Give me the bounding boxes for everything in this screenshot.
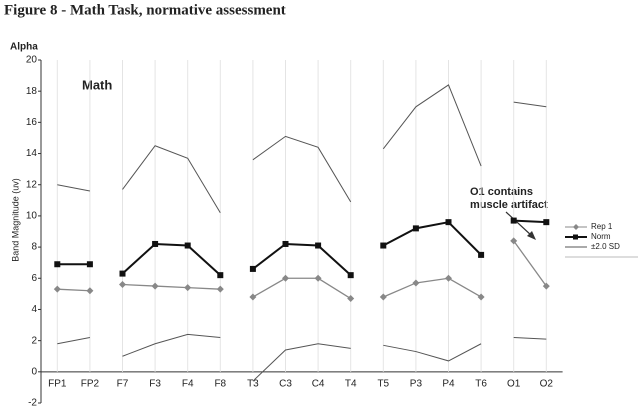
y-tick-label: 2 (31, 335, 37, 346)
marker (315, 242, 322, 249)
x-tick-label: T4 (345, 378, 357, 389)
series-line (252, 242, 352, 276)
marker (151, 282, 159, 290)
legend-marker (573, 224, 579, 230)
series-line (382, 221, 482, 256)
x-tick-label: F7 (117, 378, 129, 389)
subtitle: Math (82, 77, 112, 92)
legend-label: Rep 1 (591, 222, 613, 231)
sd-upper-line (252, 135, 352, 203)
marker (217, 272, 224, 279)
marker (477, 293, 485, 301)
x-tick-label: P3 (410, 378, 423, 389)
marker (86, 261, 93, 268)
marker (380, 242, 387, 249)
marker (216, 285, 224, 293)
marker (445, 219, 452, 226)
sd-upper-line (513, 101, 547, 108)
series-line (252, 277, 352, 300)
legend-label: Norm (591, 232, 611, 241)
series-line (57, 288, 90, 292)
marker (510, 237, 518, 245)
x-tick-label: T5 (377, 378, 389, 389)
y-tick-label: 6 (31, 273, 37, 284)
marker (412, 279, 420, 287)
annotation-arrow (505, 211, 533, 237)
sd-upper-line (57, 184, 90, 192)
y-tick-label: 20 (26, 55, 38, 66)
x-tick-label: T3 (247, 378, 259, 389)
legend-marker (573, 234, 578, 240)
series-line (122, 283, 221, 290)
series-line (121, 242, 221, 276)
sd-lower-line (513, 337, 547, 340)
series-line (513, 219, 547, 224)
sd-lower-line (252, 343, 351, 382)
marker (412, 225, 419, 232)
x-tick-label: O2 (540, 378, 554, 389)
series-line (513, 240, 547, 287)
x-tick-label: C4 (312, 378, 325, 389)
marker (152, 240, 159, 247)
arrow-head (527, 231, 536, 240)
y-tick-label: 18 (26, 86, 38, 97)
marker (249, 293, 257, 301)
annotation: O1 contains muscle artifact (470, 186, 548, 211)
x-tick-label: C3 (279, 378, 292, 389)
x-tick-label: P4 (442, 378, 455, 389)
marker (379, 293, 387, 301)
y-tick-label: 4 (31, 304, 37, 315)
y-tick-label: 8 (31, 242, 37, 253)
x-tick-label: F8 (214, 378, 226, 389)
y-tick-label: 10 (26, 211, 38, 222)
y-tick-label: 14 (26, 148, 38, 159)
marker (347, 295, 355, 303)
series-line (383, 277, 482, 298)
y-tick-label: -2 (28, 398, 37, 409)
sd-upper-line (122, 145, 221, 214)
x-tick-label: F4 (182, 378, 194, 389)
marker (184, 284, 192, 292)
marker (314, 274, 322, 282)
x-tick-label: O1 (507, 378, 521, 389)
marker (542, 282, 550, 290)
marker (86, 287, 94, 295)
band-label: Alpha (10, 42, 38, 53)
marker (54, 261, 61, 268)
x-tick-label: F3 (149, 378, 161, 389)
x-tick-label: FP1 (48, 378, 67, 389)
sd-lower-line (122, 333, 221, 357)
marker (478, 251, 485, 258)
marker (53, 285, 61, 293)
x-tick-label: T6 (475, 378, 487, 389)
marker (510, 217, 517, 224)
marker (119, 281, 126, 289)
marker (347, 272, 354, 279)
marker (445, 274, 452, 282)
legend-label: ±2.0 SD (591, 242, 620, 251)
y-axis-label: Band Magnitude (uv) (10, 178, 20, 262)
marker (249, 265, 256, 272)
marker (184, 242, 191, 249)
marker (119, 270, 126, 277)
x-tick-label: FP2 (81, 378, 100, 389)
marker (282, 240, 289, 247)
sd-lower-line (383, 343, 482, 362)
marker (543, 219, 550, 226)
sd-upper-line (382, 84, 482, 167)
marker (282, 274, 289, 282)
chart-title: Figure 8 - Math Task, normative assessme… (4, 2, 286, 18)
y-tick-label: 12 (26, 179, 38, 190)
sd-lower-line (57, 337, 90, 345)
y-tick-label: 0 (31, 366, 37, 377)
y-tick-label: 16 (26, 117, 38, 128)
